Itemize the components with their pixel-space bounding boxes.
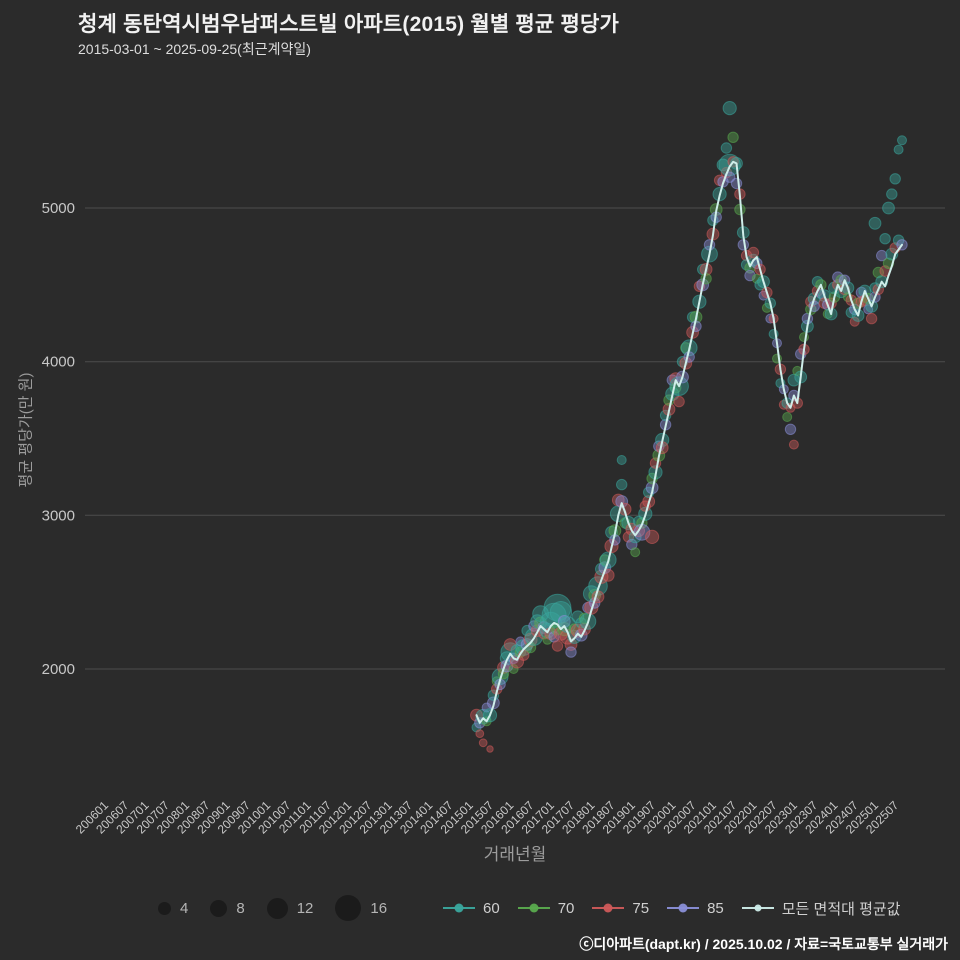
series-marker-icon: [517, 903, 550, 914]
size-circle-icon: [335, 895, 362, 921]
series-label: 70: [557, 899, 575, 917]
size-circle-icon: [210, 899, 228, 917]
size-circle-icon: [158, 901, 171, 915]
size-label: 12: [296, 899, 314, 917]
legend-item-70[interactable]: 70: [517, 899, 575, 917]
size-label: 4: [180, 899, 189, 917]
series-label: 75: [632, 899, 650, 917]
size-legend-item-16: 16: [335, 895, 387, 921]
size-label: 16: [370, 899, 388, 917]
average-series-label: 모든 면적대 평균값: [781, 900, 901, 918]
y-axis-title: 평균 평당가(만 원): [17, 372, 35, 488]
series-label: 60: [483, 899, 500, 917]
average-line-marker-icon: [741, 903, 774, 914]
series-marker-icon: [667, 903, 700, 914]
series-marker-icon: [443, 903, 475, 914]
size-legend: 4 8 12 16: [158, 890, 387, 926]
size-legend-item-8: 8: [210, 899, 245, 917]
svg-text:3000: 3000: [42, 507, 75, 524]
svg-text:4000: 4000: [42, 354, 75, 371]
legend-item-average[interactable]: 모든 면적대 평균값: [741, 898, 901, 919]
legend-item-60[interactable]: 60: [443, 900, 500, 917]
x-axis-title: 거래년월: [483, 845, 547, 864]
svg-text:5000: 5000: [42, 200, 75, 217]
attribution-text: ⓒ디아파트(dapt.kr) / 2025.10.02 / 자료=국토교통부 실…: [579, 936, 948, 952]
chart-subtitle: 2015-03-01 ~ 2025-09-25(최근계약일): [78, 41, 311, 57]
legend: 4 8 12 16 60 70: [0, 890, 960, 926]
series-label: 85: [707, 899, 724, 917]
svg-text:2000: 2000: [42, 661, 75, 678]
size-legend-item-4: 4: [158, 900, 188, 917]
color-legend: 60 70 75 85: [443, 890, 901, 926]
size-label: 8: [236, 899, 245, 917]
size-circle-icon: [266, 897, 288, 919]
chart-title: 청계 동탄역시범우남퍼스트빌 아파트(2015) 월별 평균 평당가: [78, 13, 620, 36]
chart-svg: 2000300040005000200601200607200701200707…: [42, 101, 945, 836]
legend-item-85[interactable]: 85: [667, 900, 724, 917]
series-marker-icon: [592, 903, 625, 914]
size-legend-item-12: 12: [266, 897, 314, 919]
legend-item-75[interactable]: 75: [592, 900, 649, 917]
